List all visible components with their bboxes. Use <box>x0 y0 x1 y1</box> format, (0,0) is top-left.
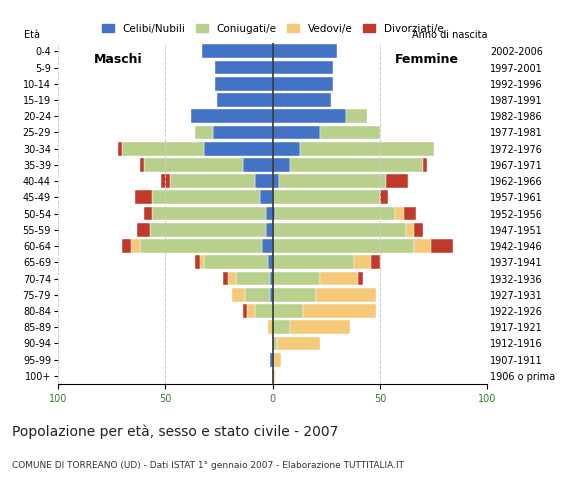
Bar <box>273 320 290 334</box>
Bar <box>354 255 371 269</box>
Text: Età: Età <box>24 30 39 40</box>
Bar <box>215 60 273 74</box>
Bar <box>346 109 367 123</box>
Bar <box>423 158 427 172</box>
Bar <box>255 174 273 188</box>
Bar <box>150 223 266 237</box>
Bar <box>273 336 277 350</box>
Bar <box>232 288 245 301</box>
Bar <box>270 353 273 367</box>
Bar <box>242 304 247 318</box>
Bar <box>144 207 153 220</box>
Bar <box>161 174 169 188</box>
Bar <box>255 304 273 318</box>
Bar <box>195 255 200 269</box>
Bar <box>273 304 303 318</box>
Bar <box>414 223 423 237</box>
Bar <box>273 207 275 220</box>
Bar <box>262 239 273 253</box>
Bar <box>277 336 320 350</box>
Bar <box>279 174 386 188</box>
Bar <box>223 272 227 286</box>
Bar <box>273 174 279 188</box>
Bar <box>153 191 260 204</box>
Bar <box>380 191 389 204</box>
Bar <box>414 239 432 253</box>
Bar <box>405 223 414 237</box>
Bar <box>273 191 380 204</box>
Bar <box>204 255 269 269</box>
Bar <box>204 142 273 156</box>
Bar <box>260 191 273 204</box>
Bar <box>290 158 423 172</box>
Bar <box>300 142 434 156</box>
Bar <box>270 272 273 286</box>
Bar <box>140 239 262 253</box>
Text: Popolazione per età, sesso e stato civile - 2007: Popolazione per età, sesso e stato civil… <box>12 425 338 439</box>
Bar <box>169 174 255 188</box>
Bar <box>432 239 453 253</box>
Bar <box>273 45 337 58</box>
Bar <box>212 126 273 139</box>
Bar <box>270 288 273 301</box>
Bar <box>273 353 281 367</box>
Text: Maschi: Maschi <box>94 53 143 66</box>
Bar <box>290 320 350 334</box>
Bar <box>191 109 273 123</box>
Bar <box>202 45 273 58</box>
Bar <box>247 304 255 318</box>
Bar <box>227 272 236 286</box>
Bar <box>273 126 320 139</box>
Bar <box>273 239 414 253</box>
Bar <box>273 158 290 172</box>
Bar <box>200 255 204 269</box>
Bar <box>273 272 320 286</box>
Bar <box>266 207 273 220</box>
Bar <box>242 158 273 172</box>
Bar <box>273 60 333 74</box>
Bar <box>371 255 380 269</box>
Bar <box>140 158 144 172</box>
Bar <box>118 142 122 156</box>
Bar <box>275 207 395 220</box>
Bar <box>273 77 333 91</box>
Bar <box>137 223 150 237</box>
Bar <box>395 207 404 220</box>
Bar <box>122 239 131 253</box>
Bar <box>122 142 204 156</box>
Bar <box>386 174 408 188</box>
Bar <box>135 191 153 204</box>
Bar <box>273 93 331 107</box>
Bar <box>131 239 140 253</box>
Bar <box>266 223 273 237</box>
Bar <box>215 77 273 91</box>
Text: Femmine: Femmine <box>395 53 459 66</box>
Bar <box>273 223 405 237</box>
Bar <box>269 320 273 334</box>
Bar <box>320 272 358 286</box>
Bar <box>320 126 380 139</box>
Bar <box>195 126 212 139</box>
Bar <box>269 255 273 269</box>
Bar <box>217 93 273 107</box>
Bar <box>358 272 362 286</box>
Bar <box>273 142 300 156</box>
Bar <box>273 288 316 301</box>
Text: Anno di nascita: Anno di nascita <box>412 30 487 40</box>
Bar <box>144 158 242 172</box>
Bar <box>245 288 270 301</box>
Legend: Celibi/Nubili, Coniugati/e, Vedovi/e, Divorziati/e: Celibi/Nubili, Coniugati/e, Vedovi/e, Di… <box>97 20 448 38</box>
Bar <box>236 272 270 286</box>
Bar <box>316 288 376 301</box>
Bar <box>273 369 275 383</box>
Bar <box>404 207 416 220</box>
Bar <box>273 109 346 123</box>
Text: COMUNE DI TORREANO (UD) - Dati ISTAT 1° gennaio 2007 - Elaborazione TUTTITALIA.I: COMUNE DI TORREANO (UD) - Dati ISTAT 1° … <box>12 461 404 470</box>
Bar <box>153 207 266 220</box>
Bar <box>273 255 354 269</box>
Bar <box>303 304 376 318</box>
